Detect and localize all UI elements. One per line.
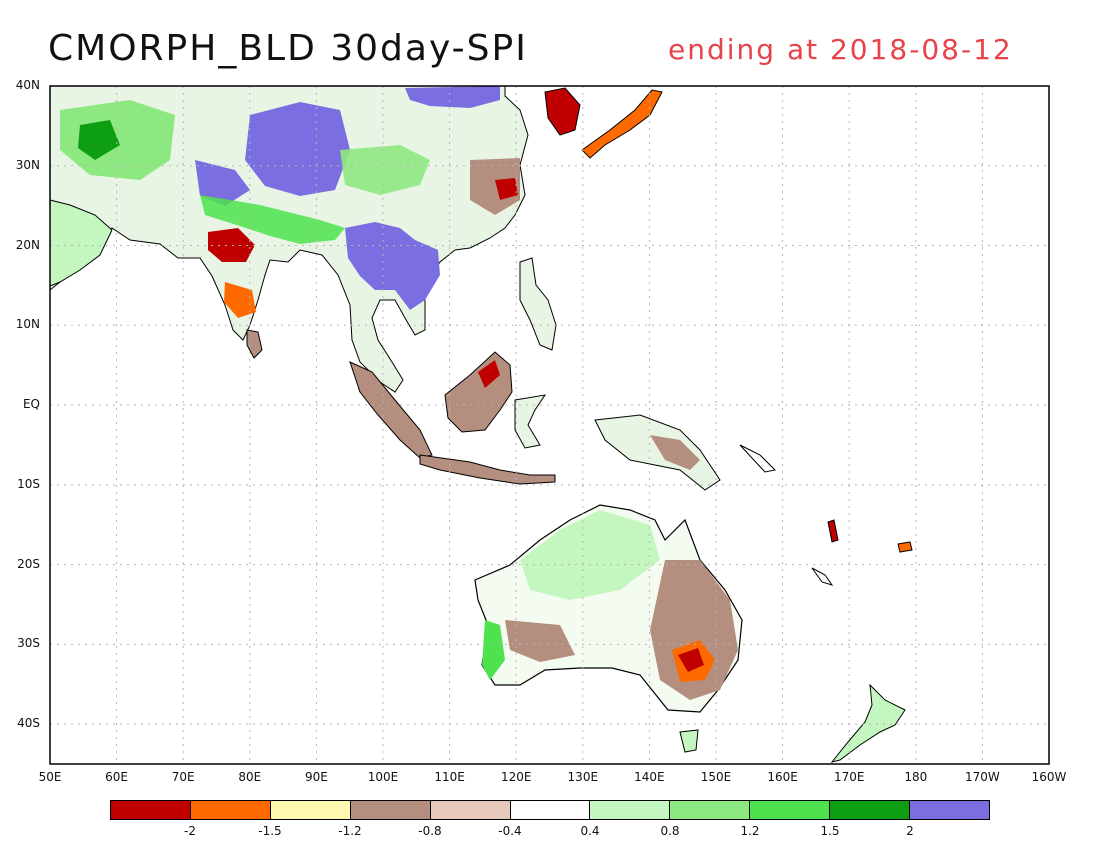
colorbar-tick-label: -2 <box>184 824 196 838</box>
longitude-label: 180 <box>904 770 928 784</box>
sw-australia-wet <box>482 620 505 680</box>
longitude-label: 110E <box>434 770 465 784</box>
solomon-islands <box>739 444 777 473</box>
longitude-label: 90E <box>304 770 328 784</box>
fiji-islands <box>897 541 913 553</box>
se-australia-red <box>678 648 704 672</box>
latitude-label: 10S <box>17 476 40 491</box>
colorbar-tick-label: 0.8 <box>660 824 680 838</box>
sri-lanka-land <box>246 329 263 359</box>
sulawesi-land <box>514 394 547 449</box>
colorbar-tick-label: -0.4 <box>498 824 522 838</box>
longitude-label: 60E <box>105 770 129 784</box>
longitude-label: 50E <box>38 770 62 784</box>
colorbar-swatch <box>430 801 511 819</box>
china-green-band <box>200 195 345 244</box>
tasmania-land <box>679 729 699 753</box>
latitude-label: 40N <box>15 78 40 92</box>
longitude-label: 160E <box>767 770 798 784</box>
latitude-label: 20S <box>17 556 40 571</box>
colorbar-swatch <box>670 801 751 819</box>
java-land <box>419 454 556 485</box>
mongolia-wet-region <box>405 86 500 108</box>
gridlines <box>49 85 1050 764</box>
latitude-label: 20N <box>15 237 40 252</box>
colorbar-tick-label: -0.8 <box>418 824 442 838</box>
indochina-wet-region <box>345 222 440 310</box>
borneo-land <box>444 351 513 433</box>
east-australia-dry <box>650 560 738 700</box>
map-frame <box>49 85 1050 765</box>
colorbar-swatch <box>111 801 191 819</box>
colorbar-swatch <box>750 801 831 819</box>
spi-anomaly-regions <box>49 85 913 763</box>
colorbar-swatch <box>910 801 989 819</box>
india-dry-north <box>208 228 255 262</box>
longitude-label: 140E <box>634 770 665 784</box>
colorbar-tick-label: 2 <box>906 824 914 838</box>
tibet-green-patch <box>340 145 430 195</box>
colorbar-tick-label: 1.2 <box>740 824 760 838</box>
colorbar-swatch <box>350 801 431 819</box>
longitude-label: 120E <box>500 770 532 784</box>
longitude-label: 170W <box>965 770 1000 784</box>
spi-colorbar <box>110 800 990 820</box>
latitude-label: 10N <box>15 317 40 332</box>
colorbar-swatch <box>510 801 591 819</box>
colorbar-tick-label: -1.5 <box>258 824 282 838</box>
map-subtitle-date: ending at 2018-08-12 <box>668 33 1013 66</box>
east-china-dry-core <box>495 178 518 200</box>
longitude-label: 80E <box>238 770 262 784</box>
east-china-dry <box>470 158 520 215</box>
north-australia-wet <box>520 510 660 600</box>
sw-china-wet-region <box>195 160 250 206</box>
arabia-land <box>49 199 113 287</box>
latitude-label: 30S <box>17 636 40 651</box>
colorbar-tick-label: 1.5 <box>820 824 840 838</box>
longitude-label: 130E <box>567 770 599 784</box>
borneo-dry-core <box>478 360 500 388</box>
sw-australia-dry <box>505 620 575 662</box>
latitude-label: EQ <box>22 397 40 412</box>
central-asia-darkgreen <box>78 120 120 160</box>
longitude-label: 100E <box>367 770 399 784</box>
colorbar-swatch <box>190 801 271 819</box>
colorbar-tick-label: -1.2 <box>338 824 362 838</box>
new-guinea-land <box>594 414 721 491</box>
colorbar-tick-label: 0.4 <box>580 824 600 838</box>
latitude-label: 30N <box>15 157 40 172</box>
colorbar-swatch <box>830 801 911 819</box>
longitude-label: 170E <box>833 770 865 784</box>
map-title: CMORPH_BLD 30day-SPI <box>48 28 528 69</box>
latitude-label: 40S <box>17 716 40 731</box>
japan-land <box>581 89 663 159</box>
new-caledonia-island <box>811 567 834 586</box>
new-zealand-land <box>830 683 906 763</box>
philippines-land <box>519 257 557 351</box>
india-dry-south <box>224 282 256 318</box>
new-guinea-dry <box>650 435 700 470</box>
longitude-label: 160W <box>1031 770 1067 784</box>
china-wet-region <box>245 102 350 196</box>
colorbar-swatch <box>270 801 351 819</box>
korea-land <box>544 87 581 136</box>
vanuatu-islands <box>827 519 839 543</box>
longitude-label: 70E <box>171 770 195 784</box>
colorbar-swatch <box>590 801 671 819</box>
longitude-label: 150E <box>700 770 732 784</box>
